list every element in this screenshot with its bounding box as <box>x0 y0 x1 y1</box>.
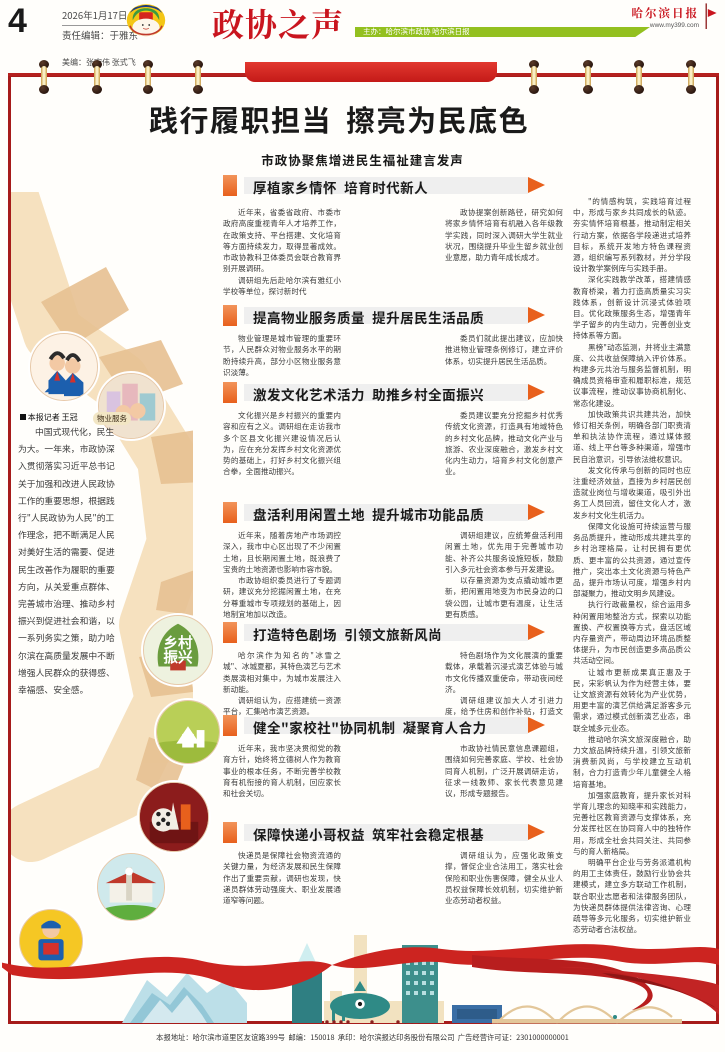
svg-text:乡村: 乡村 <box>163 634 193 652</box>
svg-text:振兴: 振兴 <box>163 649 193 667</box>
